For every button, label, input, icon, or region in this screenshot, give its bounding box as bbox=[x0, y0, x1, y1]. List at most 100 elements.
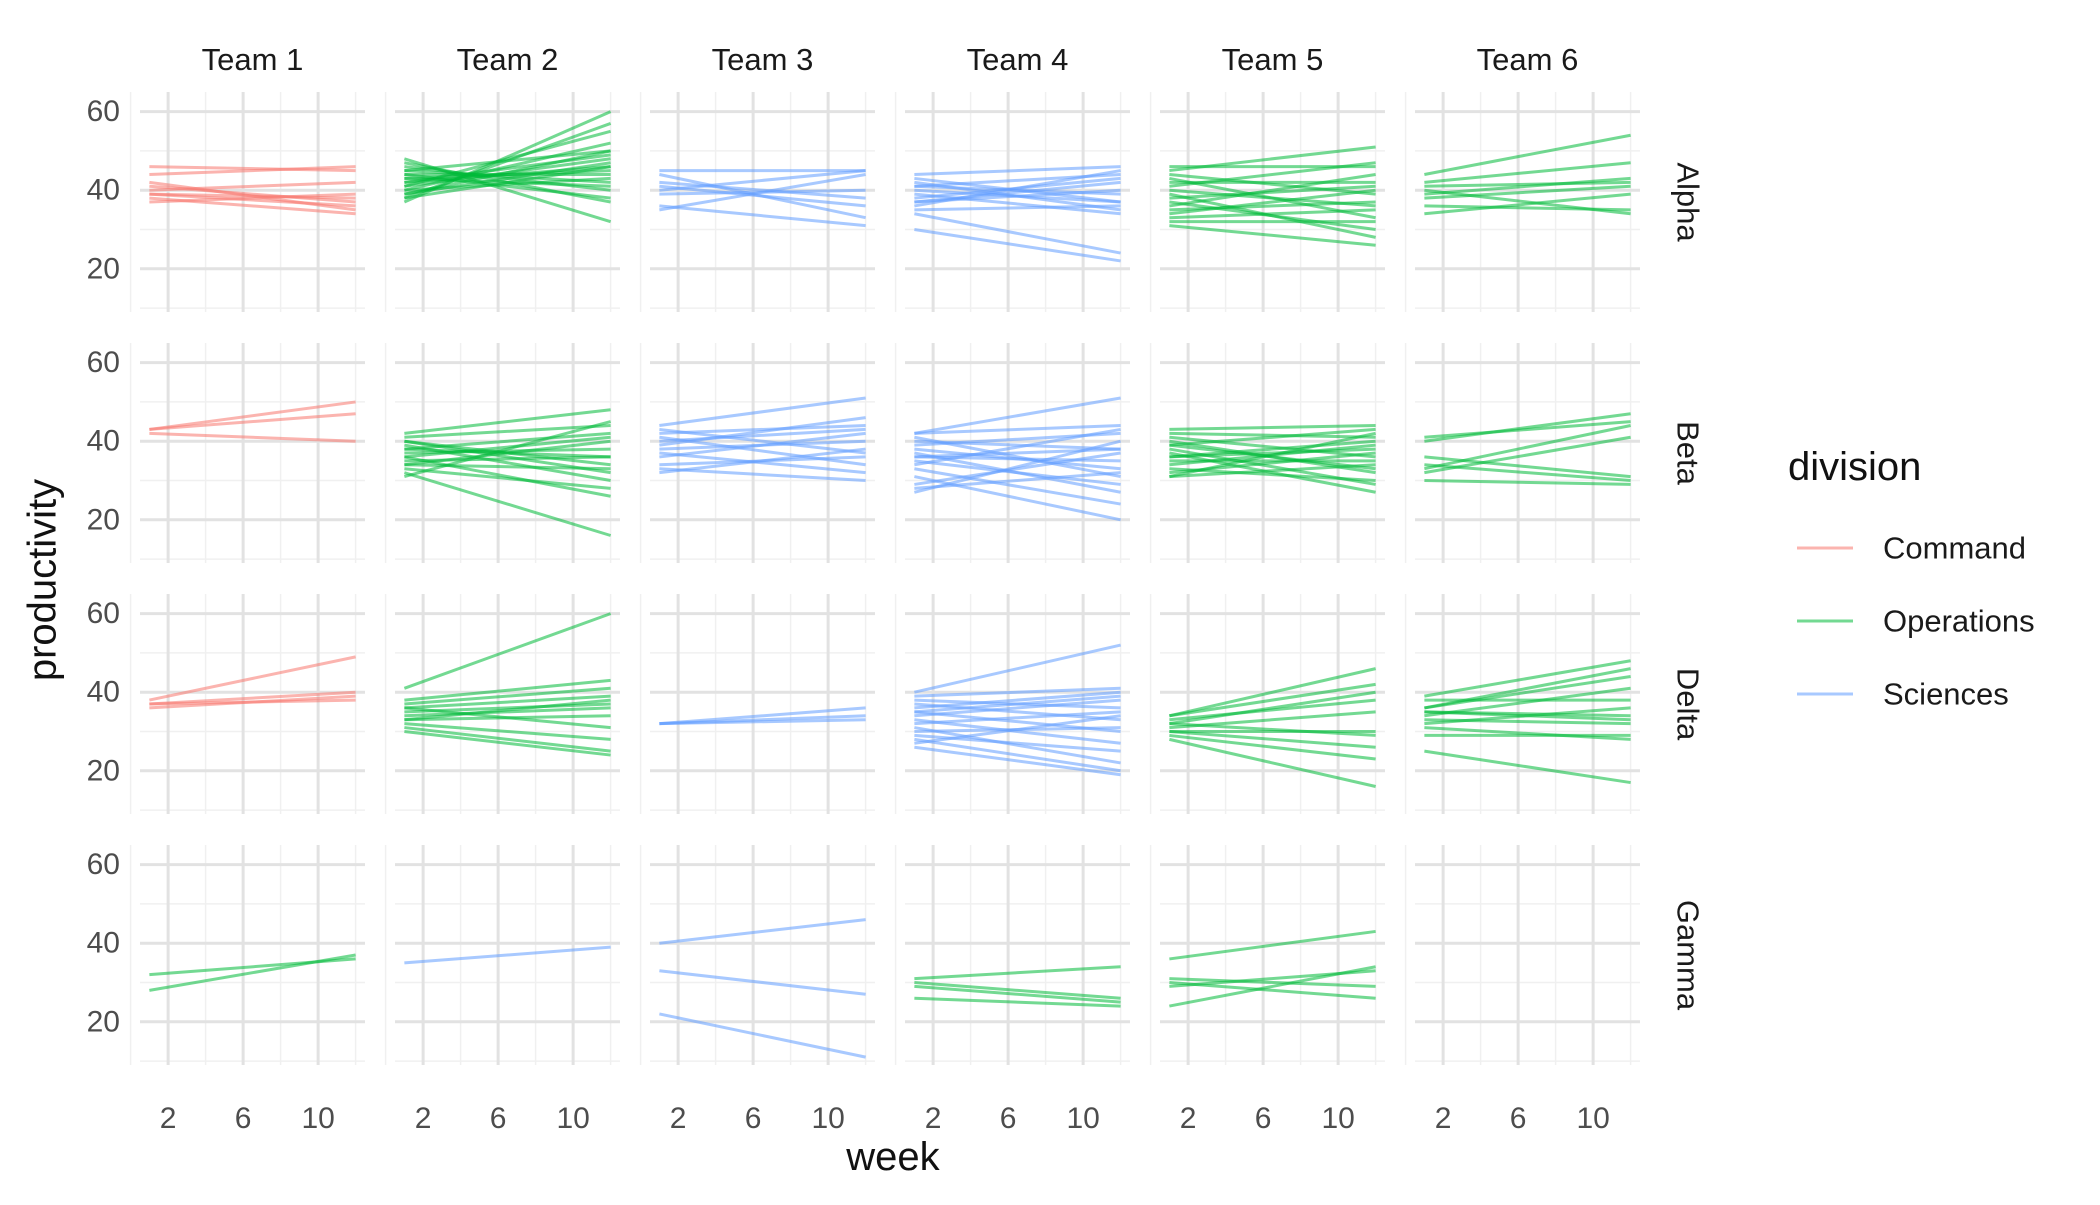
panel-gamma-team-2 bbox=[384, 845, 620, 1065]
series-line-operations bbox=[404, 726, 611, 753]
series-line-sciences bbox=[914, 694, 1121, 714]
series-line-operations bbox=[404, 157, 611, 188]
facet-strip-team-5: Team 5 bbox=[1222, 42, 1324, 77]
facet-strip-team-6: Team 6 bbox=[1477, 42, 1579, 77]
series-line-operations bbox=[404, 173, 611, 200]
series-line-operations bbox=[1169, 451, 1376, 494]
series-line-sciences bbox=[914, 228, 1121, 263]
y-tick-labels: 20 40 60 20 40 60 20 40 60 20 40 60 bbox=[87, 95, 120, 1038]
series-line-operations bbox=[1169, 443, 1376, 471]
series-line-operations bbox=[1169, 737, 1376, 788]
series-line-operations bbox=[403, 471, 612, 537]
series-line-sciences bbox=[659, 427, 866, 443]
facet-strip-beta: Beta bbox=[1671, 421, 1706, 486]
series-line-command bbox=[149, 694, 356, 710]
series-line-operations bbox=[1169, 710, 1376, 730]
series-line-command bbox=[149, 431, 356, 443]
panel-gamma-team-6 bbox=[1404, 845, 1640, 1065]
series-line-sciences bbox=[659, 431, 866, 459]
series-line-sciences bbox=[914, 204, 1121, 212]
facet-strip-team-4: Team 4 bbox=[967, 42, 1069, 77]
series-line-sciences bbox=[659, 1012, 866, 1059]
x-tick-label: 6 bbox=[1255, 1102, 1272, 1135]
facet-strip-team-3: Team 3 bbox=[712, 42, 814, 77]
panel-beta-team-6 bbox=[1404, 343, 1640, 563]
series-line-operations bbox=[1169, 969, 1376, 988]
series-line-operations bbox=[1169, 208, 1376, 220]
series-line-sciences bbox=[914, 451, 1121, 486]
panel-gamma-team-4 bbox=[894, 845, 1130, 1065]
facet-strip-delta: Delta bbox=[1671, 668, 1706, 741]
series-line-operations bbox=[914, 984, 1121, 1004]
series-line-sciences bbox=[914, 745, 1121, 777]
series-line-operations bbox=[1169, 188, 1376, 216]
series-line-sciences bbox=[914, 471, 1121, 490]
series-line-operations bbox=[1424, 710, 1631, 722]
facet-strips: Team 1 Team 2 Team 3 Team 4 Team 5 Team 6 Alph… bbox=[202, 42, 1706, 1011]
series-line-sciences bbox=[659, 918, 866, 945]
series-line-operations bbox=[1169, 463, 1376, 479]
panel-beta-team-1 bbox=[129, 343, 365, 563]
series-line-operations bbox=[404, 424, 611, 439]
series-line-operations bbox=[1424, 180, 1631, 188]
y-tick-label: 20 bbox=[87, 252, 120, 285]
series-line-sciences bbox=[914, 726, 1121, 765]
panel-gamma-team-1 bbox=[129, 845, 365, 1065]
series-line-command bbox=[149, 180, 356, 192]
series-line-operations bbox=[1424, 479, 1631, 486]
x-tick-label: 10 bbox=[1576, 1102, 1609, 1135]
series-line-operations bbox=[404, 161, 611, 196]
series-line-command bbox=[149, 412, 356, 431]
series-line-sciences bbox=[914, 165, 1121, 176]
series-line-sciences bbox=[659, 467, 866, 482]
y-axis-title: productivity bbox=[21, 479, 65, 681]
series-line-sciences bbox=[659, 169, 866, 192]
series-line-operations bbox=[1424, 412, 1631, 443]
series-line-operations bbox=[404, 730, 611, 757]
facet-strip-team-2: Team 2 bbox=[457, 42, 559, 77]
x-tick-label: 6 bbox=[745, 1102, 762, 1135]
series-line-operations bbox=[404, 722, 611, 741]
series-line-sciences bbox=[659, 969, 866, 996]
series-line-operations bbox=[1169, 424, 1376, 431]
series-line-operations bbox=[1424, 176, 1631, 196]
series-line-operations bbox=[1424, 749, 1631, 785]
series-line-operations bbox=[1424, 424, 1631, 471]
series-line-operations bbox=[1169, 200, 1376, 231]
x-tick-label: 2 bbox=[415, 1102, 432, 1135]
series-line-operations bbox=[1169, 161, 1376, 188]
series-line-operations bbox=[404, 706, 611, 730]
series-line-sciences bbox=[914, 718, 1121, 745]
series-line-operations bbox=[404, 694, 611, 710]
series-line-operations bbox=[403, 420, 612, 479]
series-line-operations bbox=[404, 447, 611, 459]
series-line-operations bbox=[1169, 730, 1376, 749]
series-line-operations bbox=[404, 686, 611, 706]
series-line-operations bbox=[1169, 698, 1376, 722]
series-line-operations bbox=[1169, 447, 1376, 459]
facet-strip-team-1: Team 1 bbox=[202, 42, 304, 77]
series-line-operations bbox=[1169, 929, 1376, 961]
series-line-operations bbox=[914, 996, 1121, 1008]
series-line-command bbox=[149, 655, 356, 702]
x-tick-label: 10 bbox=[1321, 1102, 1354, 1135]
series-line-sciences bbox=[659, 180, 866, 200]
series-line-command bbox=[149, 192, 356, 204]
series-line-sciences bbox=[914, 686, 1121, 698]
series-line-sciences bbox=[659, 173, 866, 212]
facet-strip-gamma: Gamma bbox=[1671, 900, 1706, 1011]
series-line-operations bbox=[1424, 133, 1631, 176]
series-line-operations bbox=[1169, 733, 1376, 761]
legend-title: division bbox=[1788, 445, 1921, 489]
series-line-sciences bbox=[914, 180, 1121, 204]
series-line-command bbox=[149, 165, 356, 176]
x-tick-label: 2 bbox=[670, 1102, 687, 1135]
x-tick-label: 2 bbox=[1435, 1102, 1452, 1135]
series-line-operations bbox=[1169, 224, 1376, 247]
series-line-operations bbox=[1169, 173, 1376, 196]
series-line-operations bbox=[404, 463, 611, 471]
series-line-operations bbox=[1424, 659, 1631, 698]
panel-gamma-team-5 bbox=[1149, 845, 1385, 1065]
y-tick-label: 20 bbox=[87, 1005, 120, 1038]
panel-gamma-team-3 bbox=[639, 845, 875, 1065]
